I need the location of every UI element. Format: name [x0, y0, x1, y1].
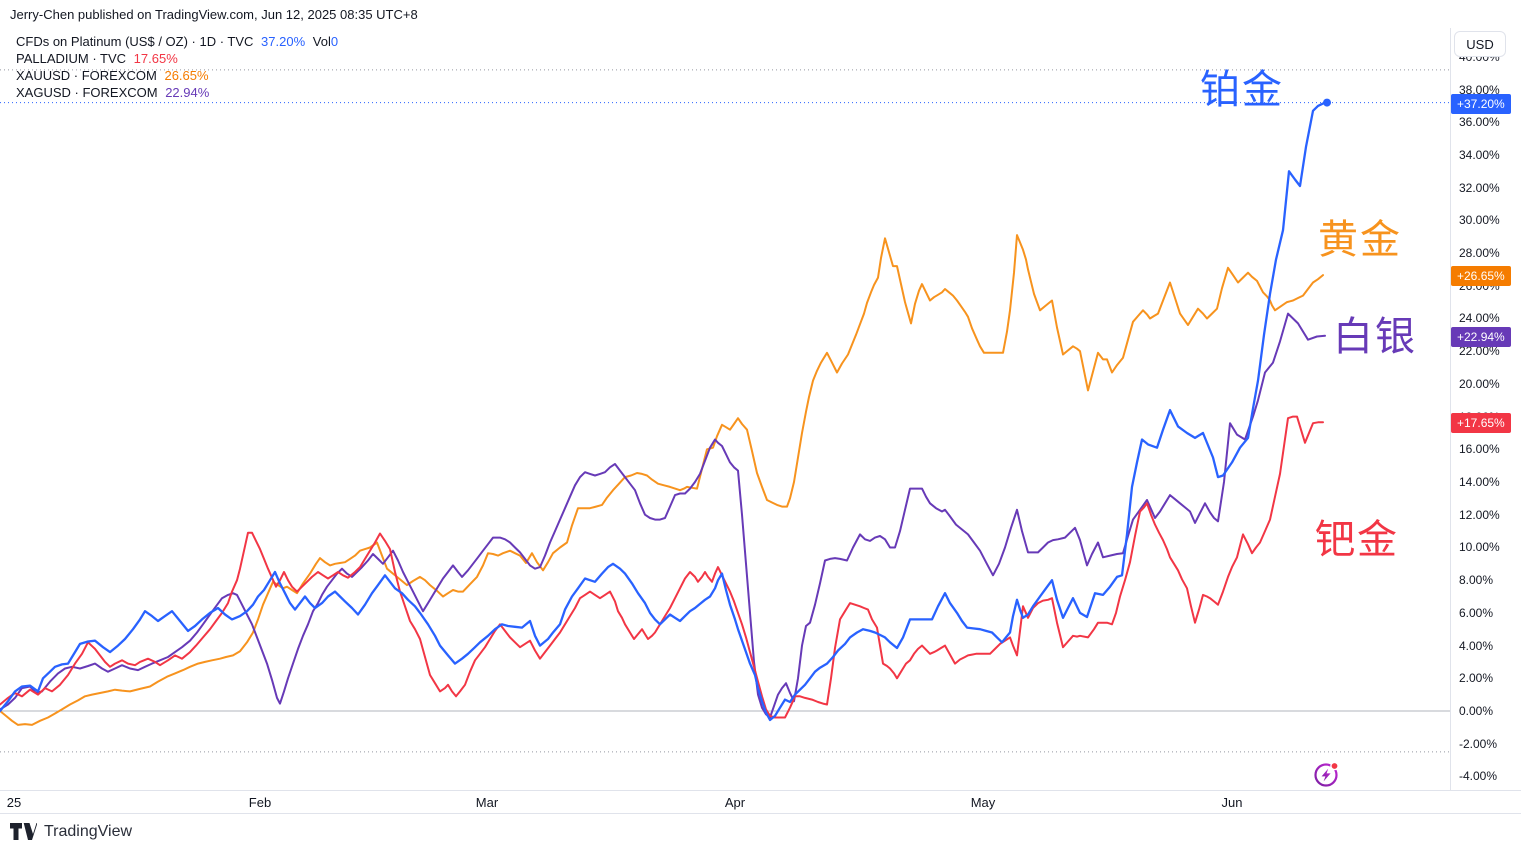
- price-axis[interactable]: USD 40.00%38.00%36.00%34.00%32.00%30.00%…: [1450, 28, 1521, 812]
- price-axis-tick: 24.00%: [1459, 311, 1500, 326]
- series-line-cfds-on-platinum[interactable]: [0, 101, 1327, 722]
- price-axis-tick: -4.00%: [1459, 769, 1498, 784]
- price-pane[interactable]: [0, 0, 1450, 790]
- compare-symbol[interactable]: XAUUSD · FOREXCOM: [16, 68, 157, 83]
- notification-dot: [1330, 761, 1339, 771]
- compare-change-value: 26.65%: [164, 68, 209, 83]
- price-badge: +26.65%: [1451, 266, 1511, 287]
- flash-idea-icon[interactable]: [1311, 758, 1342, 789]
- tradingview-logo-icon: [10, 823, 37, 840]
- time-axis-label: Mar: [475, 795, 499, 810]
- time-axis-label: Apr: [724, 795, 746, 810]
- price-axis-tick: 32.00%: [1459, 180, 1500, 195]
- price-axis-tick: 38.00%: [1459, 82, 1500, 97]
- lightning-bolt-icon: [1321, 768, 1331, 782]
- price-axis-tick: 28.00%: [1459, 246, 1500, 261]
- time-axis-label: May: [970, 795, 996, 810]
- price-badge: +17.65%: [1451, 413, 1511, 434]
- last-price-marker: [1323, 98, 1331, 107]
- tradingview-brand-text[interactable]: TradingView: [44, 822, 133, 840]
- price-axis-tick: -2.00%: [1459, 736, 1498, 751]
- price-axis-tick: 22.00%: [1459, 344, 1500, 359]
- annotation-label[interactable]: 白银: [1333, 315, 1417, 359]
- price-axis-tick: 0.00%: [1459, 704, 1494, 718]
- symbol-title[interactable]: CFDs on Platinum (US$ / OZ) · 1D · TVC: [16, 34, 254, 49]
- compare-change-value: 22.94%: [165, 85, 210, 100]
- footer: TradingView: [10, 822, 132, 841]
- price-badge: +22.94%: [1451, 326, 1511, 347]
- compare-change-value: 17.65%: [133, 51, 178, 66]
- price-axis-tick: 4.00%: [1459, 638, 1494, 653]
- time-axis-label: 25: [6, 795, 22, 810]
- price-axis-tick: 20.00%: [1459, 376, 1500, 391]
- annotation-label[interactable]: 钯金: [1315, 518, 1399, 562]
- time-axis-label: Jun: [1221, 795, 1243, 810]
- attribution: Jerry-Chen published on TradingView.com,…: [10, 7, 418, 22]
- price-badge: +37.20%: [1451, 93, 1511, 114]
- price-axis-tick: 34.00%: [1459, 147, 1500, 162]
- annotation-label[interactable]: 黄金: [1318, 218, 1402, 262]
- price-axis-tick: 36.00%: [1459, 115, 1500, 130]
- legend: CFDs on Platinum (US$ / OZ) · 1D · TVC 3…: [16, 33, 338, 101]
- series-line-palladium[interactable]: [0, 415, 1324, 719]
- price-axis-tick: 6.00%: [1459, 605, 1494, 620]
- price-axis-tick: 30.00%: [1459, 213, 1500, 228]
- legend-row-palladium[interactable]: PALLADIUM · TVC 17.65%: [16, 50, 338, 67]
- compare-symbol[interactable]: XAGUSD · FOREXCOM: [16, 85, 158, 100]
- price-axis-tick: 2.00%: [1459, 671, 1494, 686]
- price-axis-tick: 16.00%: [1459, 442, 1500, 457]
- price-axis-tick: 14.00%: [1459, 475, 1500, 490]
- vol-label: Vol: [312, 34, 331, 49]
- currency-button[interactable]: USD: [1454, 31, 1506, 57]
- series-line-xagusd-silver-[interactable]: [0, 312, 1326, 719]
- time-axis[interactable]: 25 Feb Mar Apr May Jun: [0, 790, 1521, 814]
- vol-value: 0: [330, 34, 339, 49]
- time-axis-label: Feb: [248, 795, 272, 810]
- annotation-label[interactable]: 铂金: [1200, 68, 1284, 112]
- price-axis-tick: 8.00%: [1459, 573, 1494, 588]
- price-axis-tick: 10.00%: [1459, 540, 1500, 555]
- compare-symbol[interactable]: PALLADIUM · TVC: [16, 51, 127, 66]
- legend-row-xagusd[interactable]: XAGUSD · FOREXCOM 22.94%: [16, 84, 338, 101]
- price-axis-tick: 12.00%: [1459, 507, 1500, 522]
- legend-main-row[interactable]: CFDs on Platinum (US$ / OZ) · 1D · TVC 3…: [16, 33, 338, 50]
- series-line-xauusd-gold-[interactable]: [0, 234, 1324, 726]
- main-change-value: 37.20%: [261, 34, 306, 49]
- legend-row-xauusd[interactable]: XAUUSD · FOREXCOM 26.65%: [16, 67, 338, 84]
